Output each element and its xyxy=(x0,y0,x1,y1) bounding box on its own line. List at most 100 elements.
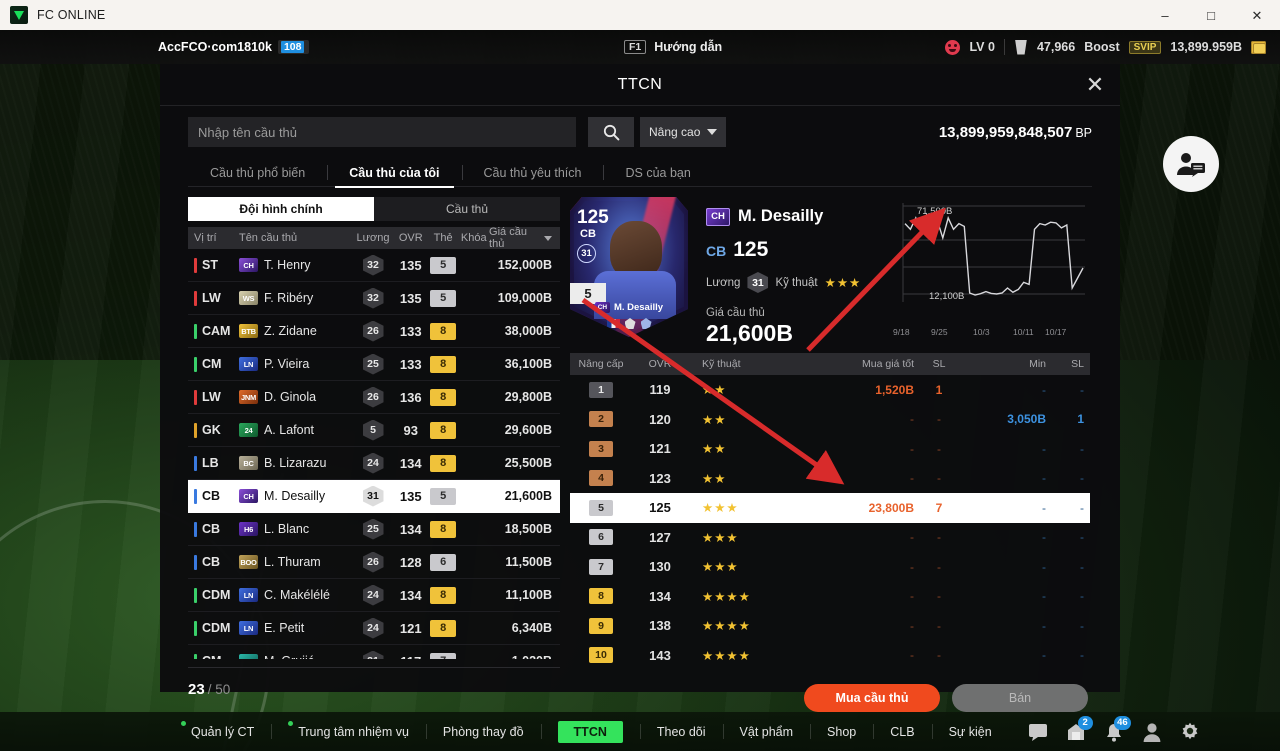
upgrade-level-chip: 5 xyxy=(589,499,613,516)
upgrade-stars: ★★★ xyxy=(702,501,739,516)
cell-name: BOO L. Thuram xyxy=(238,555,352,569)
upgrade-row[interactable]: 6 127 ★★★ - - - - xyxy=(570,523,1090,553)
cell-upgrade-tech: ★★★ xyxy=(688,559,806,574)
table-row[interactable]: LW WS F. Ribéry 32 135 5 109,000B xyxy=(188,282,560,315)
upgrade-ovr-value: 138 xyxy=(649,618,671,634)
search-icon xyxy=(603,124,619,140)
minimize-button[interactable]: – xyxy=(1161,7,1169,23)
table-row[interactable]: CDM LN C. Makélélé 24 134 8 11,100B xyxy=(188,579,560,612)
cell-upgrade-buy: - xyxy=(806,442,914,456)
cell-upgrade-sl2: - xyxy=(1046,501,1090,515)
table-row[interactable]: CM LN P. Vieira 25 133 8 36,100B xyxy=(188,348,560,381)
tab-0[interactable]: Cầu thủ phổ biến xyxy=(188,159,327,187)
bell-icon[interactable]: 46 xyxy=(1103,715,1131,743)
cell-ovr: 134 xyxy=(394,522,428,537)
upgrade-buy-qty: - xyxy=(937,648,941,663)
cell-card: 6 xyxy=(428,553,459,571)
close-window-button[interactable]: ✕ xyxy=(1251,7,1263,23)
league-crest-icon xyxy=(640,318,652,329)
nav-item-7[interactable]: CLB xyxy=(873,712,931,751)
upgrade-row[interactable]: 4 123 ★★ - - - - xyxy=(570,464,1090,494)
nav-item-0[interactable]: Quản lý CT xyxy=(164,712,271,751)
upgrade-row[interactable]: 9 138 ★★★★ - - - - xyxy=(570,611,1090,641)
tab-2[interactable]: Cầu thủ yêu thích xyxy=(461,159,604,187)
card-ovr: 125 xyxy=(577,207,609,228)
upgrade-row[interactable]: 5 125 ★★★ 23,800B 7 - - xyxy=(570,493,1090,523)
friends-chat-button[interactable] xyxy=(1163,136,1219,192)
upgrade-row[interactable]: 7 130 ★★★ - - - - xyxy=(570,552,1090,582)
tab-1[interactable]: Cầu thủ của tôi xyxy=(327,159,461,188)
search-input[interactable] xyxy=(188,117,576,147)
cell-wage: 24 xyxy=(352,584,393,606)
table-row[interactable]: CB H6 L. Blanc 25 134 8 18,500B xyxy=(188,513,560,546)
nav-item-1[interactable]: Trung tâm nhiệm vụ xyxy=(271,712,426,751)
upgrade-min-qty: - xyxy=(1080,559,1084,574)
profile-icon[interactable] xyxy=(1141,721,1163,743)
table-row[interactable]: CDM LN E. Petit 24 121 8 6,340B xyxy=(188,612,560,645)
tab-3[interactable]: DS của bạn xyxy=(603,159,712,187)
position-color-bar xyxy=(194,422,197,438)
upgrade-row[interactable]: 10 143 ★★★★ - - - - xyxy=(570,641,1090,671)
cell-ovr: 128 xyxy=(394,555,428,570)
cell-upgrade-buy: - xyxy=(806,560,914,574)
maximize-button[interactable]: □ xyxy=(1207,7,1215,23)
wage-value: 5 xyxy=(362,419,384,441)
nav-item-label: Sự kiện xyxy=(948,724,992,739)
gear-icon[interactable] xyxy=(1179,721,1201,743)
fc-online-icon xyxy=(10,6,28,24)
ovr-value: 135 xyxy=(399,257,422,273)
mailbox-icon[interactable]: 2 xyxy=(1065,715,1093,743)
price-value: 38,000B xyxy=(504,324,552,338)
price-history-chart[interactable]: 71,500B 12,100B 9/18 9/25 10/3 10/11 10/17 xyxy=(885,203,1090,337)
upgrade-min-qty: - xyxy=(1080,530,1084,545)
cell-upgrade-ovr: 123 xyxy=(632,471,688,486)
player-list[interactable]: ST CH T. Henry 32 135 5 152,000B LW WS F. Ribéry 3… xyxy=(188,249,560,659)
table-row[interactable]: LB BC B. Lizarazu 24 134 8 25,500B xyxy=(188,447,560,480)
hud-username-group[interactable]: AccFCO·com1810k 108 xyxy=(158,40,310,54)
nav-item-4[interactable]: Theo dõi xyxy=(639,712,723,751)
nav-item-8[interactable]: Sự kiện xyxy=(931,712,1009,751)
nav-item-3[interactable]: TTCN xyxy=(540,712,640,751)
table-row[interactable]: CAM BTB Z. Zidane 26 133 8 38,000B xyxy=(188,315,560,348)
hud-guide[interactable]: F1 Hướng dẫn xyxy=(624,40,722,54)
upgrade-list[interactable]: 1 119 ★★ 1,520B 1 - - 2 120 ★★ - - 3,050B 1 3 121 ★★ - - - -… xyxy=(570,375,1090,670)
upgrade-row[interactable]: 1 119 ★★ 1,520B 1 - - xyxy=(570,375,1090,405)
table-row[interactable]: ST CH T. Henry 32 135 5 152,000B xyxy=(188,249,560,282)
nav-item-label: Shop xyxy=(827,724,857,739)
nav-item-5[interactable]: Vật phẩm xyxy=(722,712,811,751)
cell-upgrade-sl2: - xyxy=(1046,560,1090,574)
nav-item-6[interactable]: Shop xyxy=(810,712,873,751)
upgrade-level-chip: 1 xyxy=(589,381,613,398)
upgrade-min-price: - xyxy=(1042,589,1046,604)
upgrade-buy-qty: - xyxy=(937,441,941,456)
nav-item-2[interactable]: Phòng thay đồ xyxy=(425,712,541,751)
nav-item-label: Quản lý CT xyxy=(191,724,255,739)
detail-price-label: Giá cầu thủ xyxy=(706,307,765,319)
squad-segment-0[interactable]: Đội hình chính xyxy=(188,197,374,221)
cell-wage: 32 xyxy=(352,287,393,309)
squad-segment-1[interactable]: Cầu thủ xyxy=(374,197,560,221)
upgrade-row[interactable]: 8 134 ★★★★ - - - - xyxy=(570,582,1090,612)
player-detail-panel: 125 CB 31 5 CH M. Desailly xyxy=(570,197,1090,712)
table-row[interactable]: LW JNM D. Ginola 26 136 8 29,800B xyxy=(188,381,560,414)
player-card-art[interactable]: 125 CB 31 5 CH M. Desailly xyxy=(570,197,688,337)
table-row[interactable]: CB CH M. Desailly 31 135 5 21,600B xyxy=(188,480,560,513)
upgrade-min-price: - xyxy=(1042,471,1046,486)
search-button[interactable] xyxy=(588,117,634,147)
close-icon[interactable]: ✕ xyxy=(1085,72,1105,97)
col-price[interactable]: Giá cầu thủ xyxy=(489,226,560,250)
wage-value: 26 xyxy=(362,551,384,573)
detail-ovr: 125 xyxy=(733,238,769,261)
buy-player-button[interactable]: Mua cầu thủ xyxy=(804,684,940,712)
cell-upgrade-level: 7 xyxy=(570,558,632,575)
advanced-filter-button[interactable]: Nâng cao xyxy=(640,117,727,147)
table-row[interactable]: CM SPL M. Grujić 21 117 7 1,020B xyxy=(188,645,560,659)
table-row[interactable]: GK 24 A. Lafont 5 93 8 29,600B xyxy=(188,414,560,447)
upgrade-row[interactable]: 2 120 ★★ - - 3,050B 1 xyxy=(570,405,1090,435)
upgrade-row[interactable]: 3 121 ★★ - - - - xyxy=(570,434,1090,464)
chat-icon[interactable] xyxy=(1027,721,1049,743)
upgrade-min-price: - xyxy=(1042,441,1046,456)
sell-player-button[interactable]: Bán xyxy=(952,684,1088,712)
top-hud-bar: AccFCO·com1810k 108 F1 Hướng dẫn LV 0 47… xyxy=(0,30,1280,64)
table-row[interactable]: CB BOO L. Thuram 26 128 6 11,500B xyxy=(188,546,560,579)
